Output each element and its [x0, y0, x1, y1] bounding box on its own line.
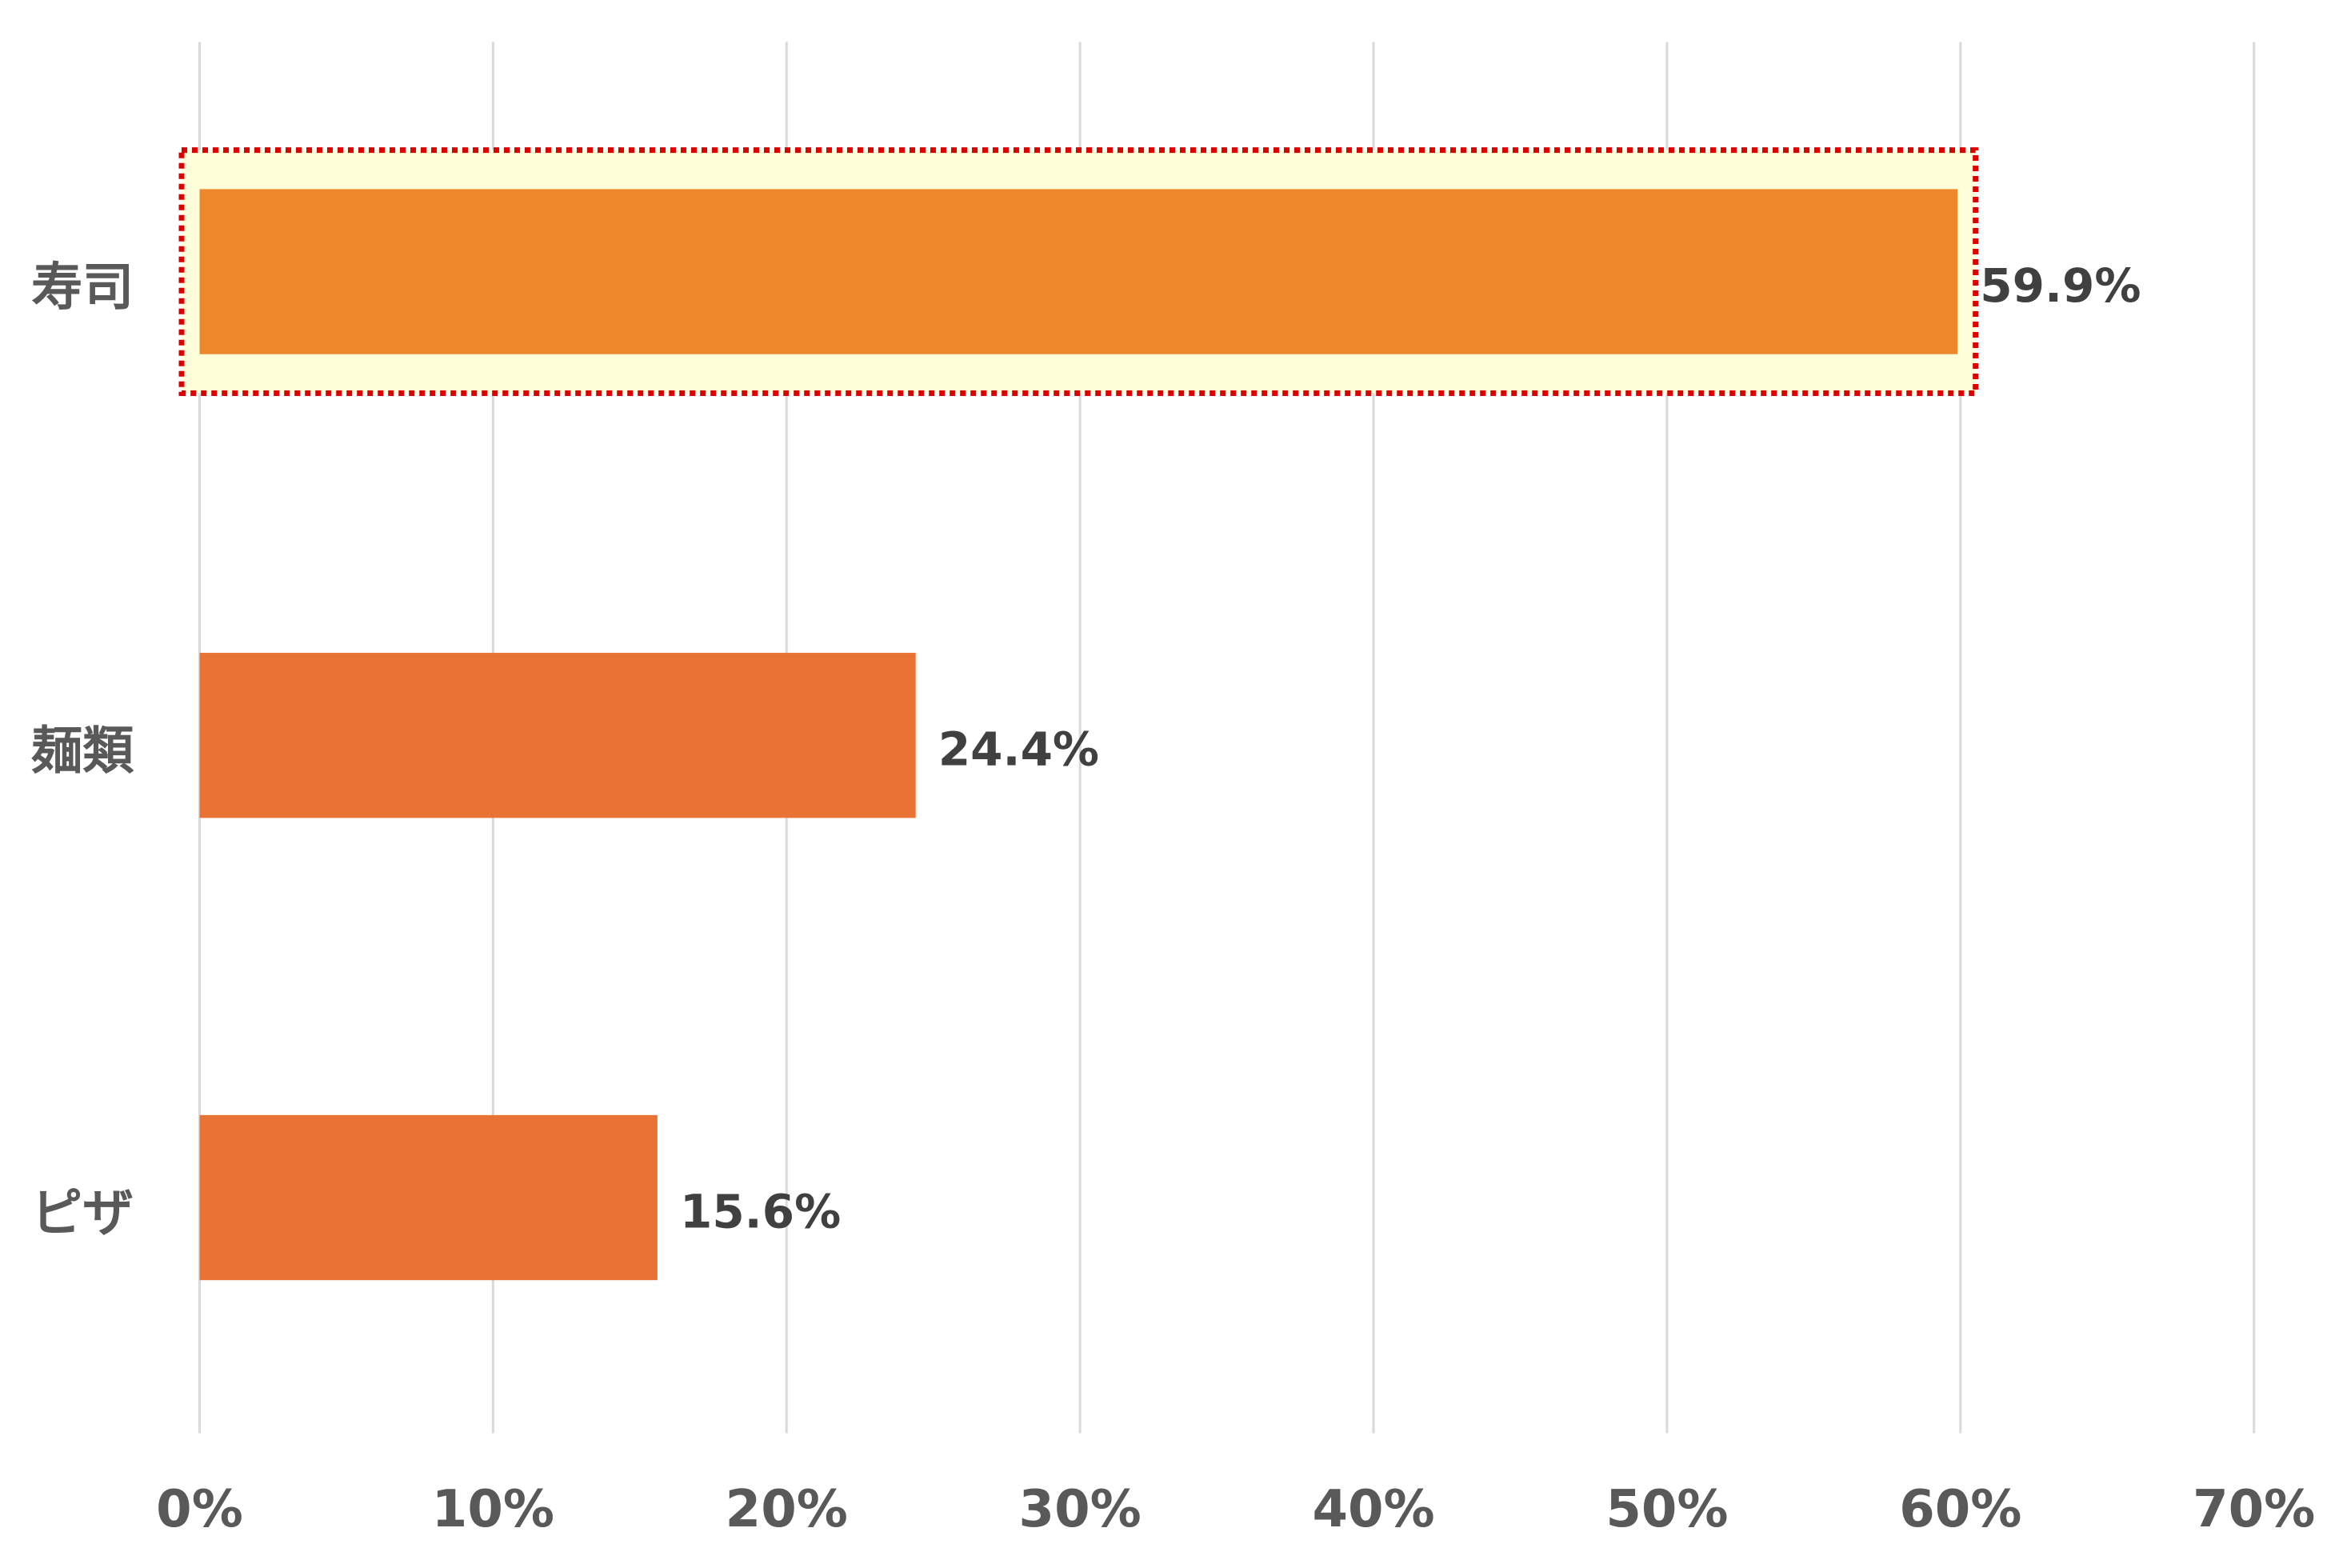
x-tick-label: 0% — [156, 1480, 243, 1539]
category-label: 麺類 — [31, 722, 134, 781]
x-tick-label: 10% — [432, 1480, 554, 1539]
category-label: 寿司 — [31, 258, 134, 318]
x-tick-label: 50% — [1605, 1480, 1728, 1539]
bar — [199, 189, 1958, 354]
bar-layer — [199, 189, 1958, 1281]
x-tick-label: 20% — [726, 1480, 848, 1539]
data-label: 15.6% — [680, 1185, 841, 1239]
x-tick-label: 70% — [2193, 1480, 2315, 1539]
category-label: ピザ — [31, 1184, 134, 1243]
x-tick-label: 40% — [1312, 1480, 1434, 1539]
bar — [199, 653, 916, 818]
x-axis: 0% 10% 20% 30% 40% 50% 60% 70% — [156, 1480, 2315, 1539]
x-tick-label: 30% — [1019, 1480, 1142, 1539]
bar — [199, 1114, 658, 1281]
data-label: 59.9% — [1980, 258, 2141, 313]
data-label: 24.4% — [938, 722, 1099, 777]
x-tick-label: 60% — [1899, 1480, 2021, 1539]
